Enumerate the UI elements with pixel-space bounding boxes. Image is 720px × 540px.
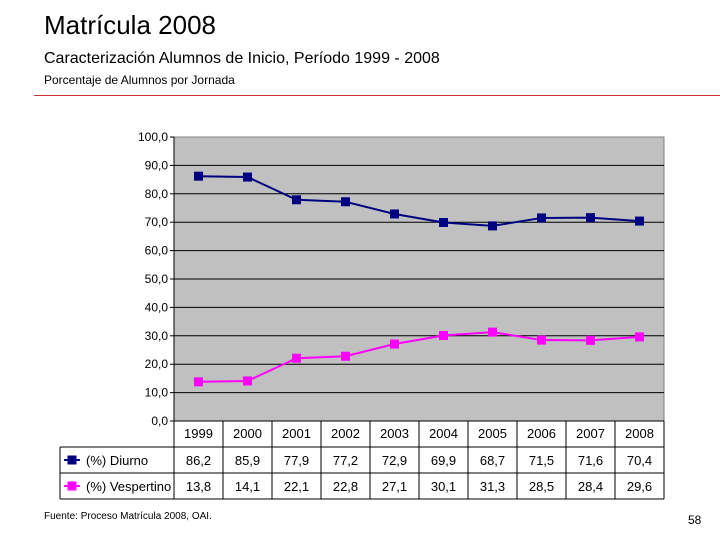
data-point bbox=[194, 171, 203, 181]
series-line bbox=[198, 331, 640, 383]
x-tick-label: 2003 bbox=[380, 426, 409, 441]
data-point bbox=[537, 213, 546, 223]
data-label: 77,9 bbox=[284, 453, 309, 468]
slide-title: Matrícula 2008 bbox=[44, 10, 216, 40]
x-tick-label: 2007 bbox=[576, 426, 605, 441]
data-point bbox=[341, 351, 350, 361]
y-tick-label: 60,0 bbox=[145, 244, 169, 258]
y-tick-label: 40,0 bbox=[145, 300, 169, 314]
data-point bbox=[390, 209, 399, 219]
data-label: 71,6 bbox=[578, 453, 603, 468]
data-label: 29,6 bbox=[627, 479, 652, 494]
data-label: 70,4 bbox=[627, 453, 652, 468]
data-label: 30,1 bbox=[431, 479, 456, 494]
data-point bbox=[635, 216, 644, 226]
data-label: 22,1 bbox=[284, 479, 309, 494]
page-number: 58 bbox=[688, 513, 702, 527]
y-tick-label: 10,0 bbox=[145, 386, 169, 400]
y-tick-label: 90,0 bbox=[145, 158, 169, 172]
title-divider bbox=[34, 95, 720, 96]
data-label: 72,9 bbox=[382, 453, 407, 468]
data-point bbox=[292, 353, 301, 363]
data-label: 28,5 bbox=[529, 479, 554, 494]
data-label: 71,5 bbox=[529, 453, 554, 468]
chart-caption: Porcentaje de Alumnos por Jornada bbox=[44, 73, 235, 87]
x-tick-label: 2006 bbox=[527, 426, 556, 441]
y-tick-label: 80,0 bbox=[145, 187, 169, 201]
legend-marker bbox=[67, 455, 77, 465]
y-tick-label: 0,0 bbox=[151, 414, 168, 428]
data-point bbox=[586, 335, 595, 345]
x-tick-label: 2001 bbox=[282, 426, 311, 441]
data-label: 85,9 bbox=[235, 453, 260, 468]
legend-marker bbox=[67, 481, 77, 491]
data-point bbox=[488, 327, 497, 337]
data-point bbox=[243, 172, 252, 182]
legend-label: (%) Vespertino bbox=[86, 479, 171, 494]
y-tick-label: 100,0 bbox=[138, 130, 168, 144]
data-label: 28,4 bbox=[578, 479, 603, 494]
data-label: 68,7 bbox=[480, 453, 505, 468]
data-label: 69,9 bbox=[431, 453, 456, 468]
data-point bbox=[537, 335, 546, 345]
y-tick-label: 50,0 bbox=[145, 272, 169, 286]
legend-label: (%) Diurno bbox=[86, 453, 148, 468]
data-point bbox=[439, 217, 448, 227]
series-line bbox=[198, 175, 640, 227]
x-tick-label: 2000 bbox=[233, 426, 262, 441]
data-label: 77,2 bbox=[333, 453, 358, 468]
x-tick-label: 2002 bbox=[331, 426, 360, 441]
data-label: 86,2 bbox=[186, 453, 211, 468]
data-label: 14,1 bbox=[235, 479, 260, 494]
data-label: 13,8 bbox=[186, 479, 211, 494]
data-point bbox=[292, 195, 301, 205]
data-point bbox=[635, 332, 644, 342]
x-tick-label: 1999 bbox=[184, 426, 213, 441]
source-note: Fuente: Proceso Matrícula 2008, OAI. bbox=[44, 511, 212, 522]
data-point bbox=[243, 376, 252, 386]
x-tick-label: 2008 bbox=[625, 426, 654, 441]
data-label: 22,8 bbox=[333, 479, 358, 494]
x-tick-label: 2004 bbox=[429, 426, 458, 441]
data-point bbox=[194, 377, 203, 387]
data-label: 31,3 bbox=[480, 479, 505, 494]
x-tick-label: 2005 bbox=[478, 426, 507, 441]
data-point bbox=[341, 197, 350, 207]
data-point bbox=[488, 221, 497, 231]
y-tick-label: 30,0 bbox=[145, 329, 169, 343]
data-point bbox=[439, 331, 448, 341]
data-point bbox=[390, 339, 399, 349]
data-label: 27,1 bbox=[382, 479, 407, 494]
y-tick-label: 20,0 bbox=[145, 357, 169, 371]
data-point bbox=[586, 213, 595, 223]
slide-subtitle: Caracterización Alumnos de Inicio, Perío… bbox=[44, 50, 440, 67]
y-tick-label: 70,0 bbox=[145, 215, 169, 229]
